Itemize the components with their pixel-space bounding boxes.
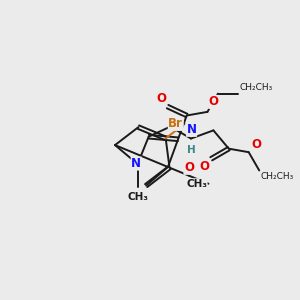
Text: O: O	[251, 138, 261, 151]
Text: N: N	[131, 157, 141, 170]
Text: CH₂CH₃: CH₂CH₃	[239, 83, 272, 92]
Text: N: N	[187, 123, 196, 136]
Text: O: O	[209, 95, 219, 109]
Text: O: O	[156, 92, 166, 105]
Text: CH₂CH₃: CH₂CH₃	[261, 172, 294, 181]
Text: O: O	[184, 161, 194, 174]
Text: CH₃: CH₃	[186, 179, 207, 189]
Text: O: O	[200, 160, 210, 173]
Text: CH₃: CH₃	[127, 192, 148, 202]
Text: H: H	[187, 145, 196, 155]
Text: Br: Br	[168, 117, 183, 130]
